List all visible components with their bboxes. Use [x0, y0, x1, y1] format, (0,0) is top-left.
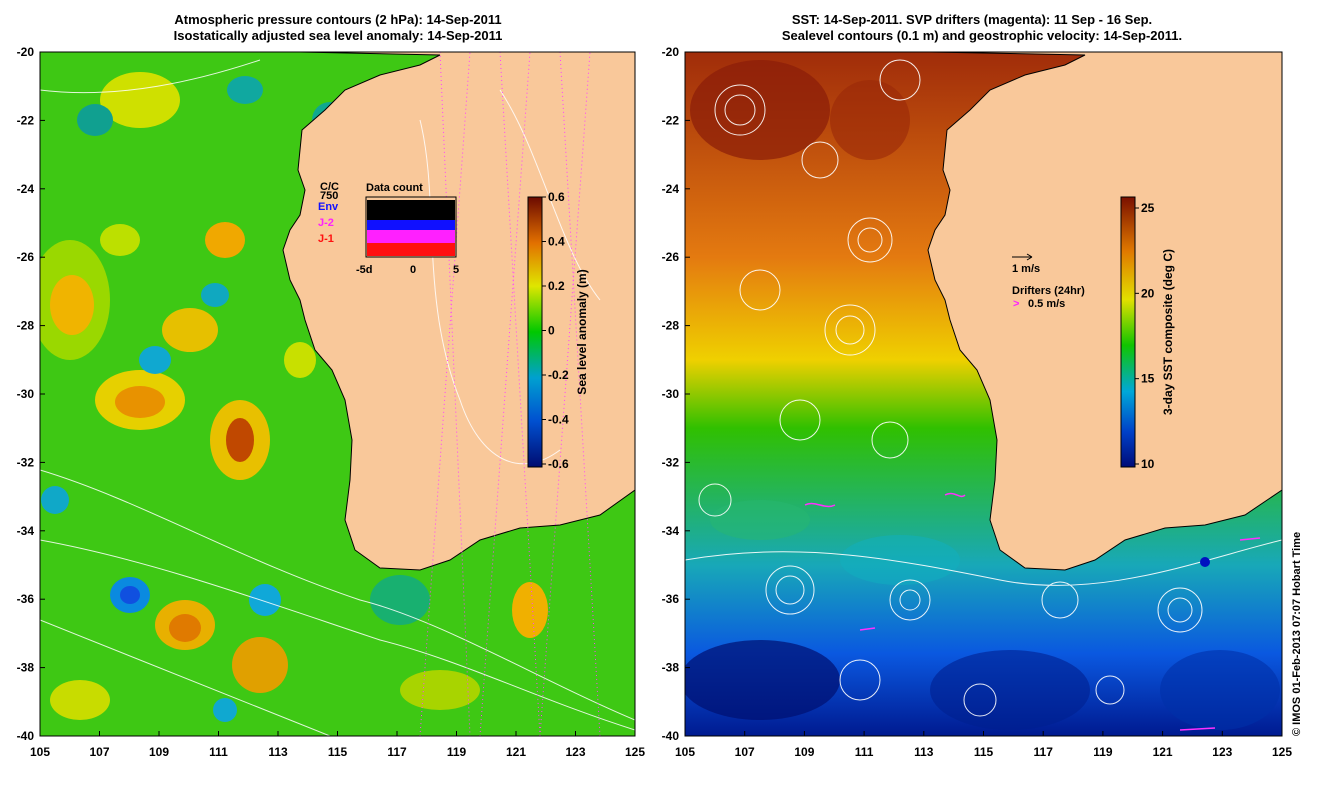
left-title-line1: Atmospheric pressure contours (2 hPa): 1…	[174, 12, 501, 27]
x-tick-label: 121	[506, 745, 526, 759]
data-count-tick-left: -5d	[356, 264, 373, 276]
x-tick-label: 117	[1034, 745, 1054, 759]
x-tick-label: 117	[387, 745, 407, 759]
y-tick-label: -36	[17, 592, 35, 606]
left-map-field	[40, 52, 635, 736]
right-title-line1: SST: 14-Sep-2011. SVP drifters (magenta)…	[792, 12, 1152, 27]
right-x-axis: 105 107 109 111 113 115 117 119 121 123 125	[675, 731, 1292, 759]
y-tick-label: -34	[662, 524, 680, 538]
x-tick-label: 121	[1153, 745, 1173, 759]
left-y-axis: -20 -22 -24 -26 -28 -30 -32 -34 -36 -38 -40	[17, 45, 45, 743]
sla-anomaly-blobs	[40, 72, 548, 722]
sst-colorbar-ticks: 25 20 15 10	[1135, 201, 1155, 471]
right-australia-land	[927, 52, 1282, 571]
sla-colorbar-label: Sea level anomaly (m)	[575, 269, 589, 394]
x-tick-label: 113	[268, 745, 288, 759]
right-title-line2: Sealevel contours (0.1 m) and geostrophi…	[782, 28, 1182, 43]
left-title-line2: Isostatically adjusted sea level anomaly…	[174, 28, 503, 43]
y-tick-label: -32	[662, 455, 680, 469]
sealevel-contours	[685, 59, 1282, 717]
legend-env: Env	[318, 201, 339, 213]
y-tick-label: -36	[662, 592, 680, 606]
legend-j1: J-1	[318, 233, 334, 245]
y-tick-label: -30	[662, 387, 680, 401]
y-tick-label: -40	[662, 729, 680, 743]
colorbar-tick-label: 10	[1141, 457, 1155, 471]
colorbar-tick-label: 25	[1141, 201, 1155, 215]
y-tick-label: -30	[17, 387, 35, 401]
sst-patches	[685, 60, 1280, 730]
drifters-key-speed: 0.5 m/s	[1028, 298, 1065, 310]
x-tick-label: 111	[209, 745, 228, 759]
x-tick-label: 107	[735, 745, 755, 759]
colorbar-tick-label: 15	[1141, 372, 1155, 386]
y-tick-label: -38	[17, 661, 35, 675]
legend-count: 750	[320, 190, 338, 202]
data-count-tick-mid: 0	[410, 264, 416, 276]
data-count-chart	[365, 196, 457, 258]
y-tick-label: -28	[17, 319, 35, 333]
y-tick-label: -20	[17, 45, 35, 59]
legend-code: C/C	[320, 181, 339, 193]
y-tick-label: -20	[662, 45, 680, 59]
colorbar-tick-label: 20	[1141, 286, 1155, 300]
left-australia-land	[282, 52, 635, 571]
drifter-key-arrow: >	[1013, 298, 1019, 310]
colorbar-tick-label: -0.2	[548, 368, 569, 382]
x-tick-label: 105	[30, 745, 50, 759]
x-tick-label: 105	[675, 745, 695, 759]
sst-colorbar	[1120, 196, 1136, 468]
y-tick-label: -28	[662, 319, 680, 333]
sla-colorbar	[527, 196, 543, 468]
x-tick-label: 119	[447, 745, 467, 759]
colorbar-tick-label: 0	[548, 324, 555, 338]
left-x-axis: 105 107 109 111 113 115 117 119 121 123 125	[30, 731, 645, 759]
colorbar-tick-label: 0.4	[548, 235, 565, 249]
velocity-key-label: 1 m/s	[1012, 263, 1040, 275]
legend-j2: J-2	[318, 217, 334, 229]
svp-drifter-tracks	[804, 492, 1261, 731]
y-tick-label: -38	[662, 661, 680, 675]
y-tick-label: -22	[17, 113, 35, 127]
y-tick-label: -40	[17, 729, 35, 743]
x-tick-label: 119	[1093, 745, 1113, 759]
x-tick-label: 109	[794, 745, 814, 759]
drifter-marker	[1200, 557, 1210, 567]
x-tick-label: 123	[565, 745, 585, 759]
y-tick-label: -22	[662, 113, 680, 127]
right-map-field	[685, 52, 1282, 736]
x-tick-label: 115	[328, 745, 348, 759]
data-count-tick-right: 5	[453, 264, 459, 276]
colorbar-tick-label: -0.4	[548, 413, 569, 427]
y-tick-label: -26	[17, 250, 35, 264]
x-tick-label: 111	[855, 745, 874, 759]
x-tick-label: 109	[149, 745, 169, 759]
sla-colorbar-ticks: 0.6 0.4 0.2 0 -0.2 -0.4 -0.6	[542, 190, 569, 471]
x-tick-label: 107	[89, 745, 109, 759]
y-tick-label: -24	[17, 182, 35, 196]
x-tick-label: 123	[1212, 745, 1232, 759]
y-tick-label: -34	[17, 524, 35, 538]
y-tick-label: -26	[662, 250, 680, 264]
colorbar-tick-label: -0.6	[548, 457, 569, 471]
sst-colorbar-label: 3-day SST composite (deg C)	[1161, 249, 1175, 415]
right-y-axis: -20 -22 -24 -26 -28 -30 -32 -34 -36 -38 -40	[662, 45, 690, 743]
colorbar-tick-label: 0.2	[548, 279, 565, 293]
imos-credit: © IMOS 01-Feb-2013 07:07 Hobart Time	[1291, 532, 1303, 736]
x-tick-label: 125	[625, 745, 645, 759]
left-pressure-contours	[40, 59, 635, 736]
data-count-title: Data count	[366, 182, 423, 194]
velocity-key-arrow	[1012, 253, 1033, 261]
x-tick-label: 125	[1272, 745, 1292, 759]
x-tick-label: 115	[974, 745, 994, 759]
y-tick-label: -32	[17, 455, 35, 469]
colorbar-tick-label: 0.6	[548, 190, 565, 204]
y-tick-label: -24	[662, 182, 680, 196]
drifters-key-title: Drifters (24hr)	[1012, 285, 1085, 297]
x-tick-label: 113	[914, 745, 934, 759]
